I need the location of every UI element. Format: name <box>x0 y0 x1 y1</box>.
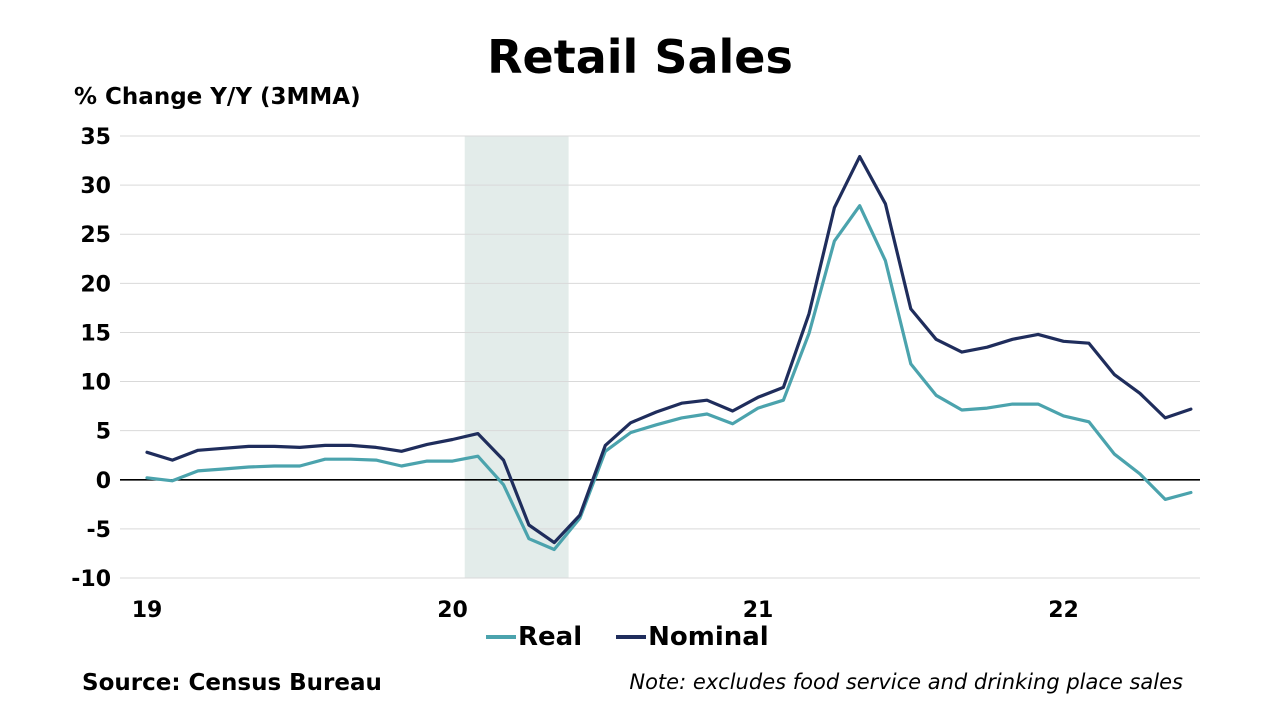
x-tick-labels: 19 20 21 22 <box>132 598 1079 623</box>
x-tick-label: 20 <box>437 598 468 623</box>
source-text: Source: Census Bureau <box>82 670 382 696</box>
y-tick-label: 5 <box>96 420 111 445</box>
recession-shading <box>464 136 569 578</box>
y-tick-label: -10 <box>71 567 111 592</box>
y-tick-label: 20 <box>80 272 111 297</box>
series-line-nominal <box>145 155 1193 545</box>
legend-label-nominal: Nominal <box>648 622 769 652</box>
x-tick-label: 19 <box>132 598 163 623</box>
y-tick-label: 10 <box>80 371 111 396</box>
note-text: Note: excludes food service and drinking… <box>629 670 1183 694</box>
legend: Real Nominal <box>486 622 803 652</box>
chart-title: Retail Sales <box>487 30 793 84</box>
x-tick-label: 22 <box>1048 598 1079 623</box>
y-tick-label: 25 <box>80 223 111 248</box>
recession-shading-layer <box>464 136 569 578</box>
y-tick-label: 35 <box>80 125 111 150</box>
legend-label-real: Real <box>518 622 583 652</box>
legend-swatch-nominal <box>616 635 647 639</box>
series-line-real <box>145 204 1193 552</box>
legend-swatch-real <box>486 635 516 639</box>
legend-item-nominal: Nominal <box>616 622 769 652</box>
x-tick-label: 21 <box>743 598 774 623</box>
series-lines <box>145 155 1193 552</box>
gridlines <box>120 135 1200 579</box>
y-tick-label: 30 <box>80 174 111 199</box>
y-tick-label: 15 <box>80 321 111 346</box>
legend-item-real: Real <box>486 622 582 652</box>
y-tick-label: -5 <box>87 518 111 543</box>
y-tick-labels: -10 -5 0 5 10 15 20 25 30 35 <box>71 125 111 592</box>
y-axis-label: % Change Y/Y (3MMA) <box>74 84 361 110</box>
y-tick-label: 0 <box>96 469 111 494</box>
